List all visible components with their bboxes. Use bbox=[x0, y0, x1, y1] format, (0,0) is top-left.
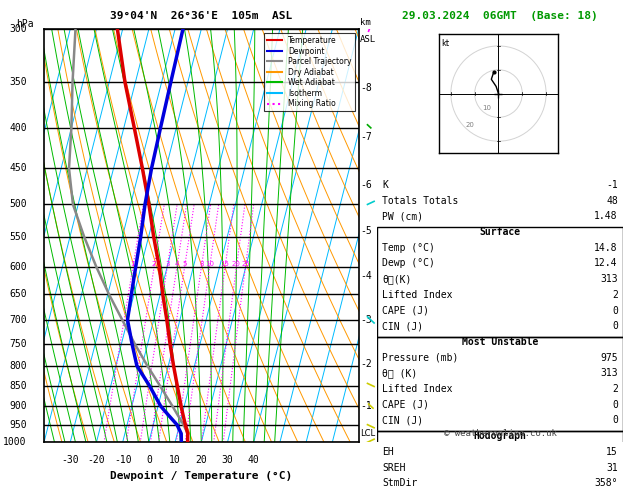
Text: 500: 500 bbox=[9, 199, 26, 209]
Text: Surface: Surface bbox=[479, 227, 521, 237]
Text: 40: 40 bbox=[248, 455, 260, 465]
Text: -3: -3 bbox=[360, 315, 372, 326]
Text: 800: 800 bbox=[9, 361, 26, 371]
Text: 975: 975 bbox=[600, 353, 618, 363]
Text: 950: 950 bbox=[9, 419, 26, 430]
Text: 10: 10 bbox=[482, 105, 491, 111]
Text: 20: 20 bbox=[465, 122, 474, 128]
Text: EH: EH bbox=[382, 447, 394, 457]
Text: 300: 300 bbox=[9, 24, 26, 34]
Text: StmDir: StmDir bbox=[382, 478, 418, 486]
Text: LCL: LCL bbox=[360, 429, 376, 438]
Text: 8: 8 bbox=[199, 261, 204, 267]
Text: -4: -4 bbox=[360, 271, 372, 281]
Text: 10: 10 bbox=[205, 261, 214, 267]
Text: 2: 2 bbox=[152, 261, 157, 267]
Text: 450: 450 bbox=[9, 163, 26, 174]
Text: Temp (°C): Temp (°C) bbox=[382, 243, 435, 253]
Text: ASL: ASL bbox=[360, 35, 376, 44]
Text: 2: 2 bbox=[612, 384, 618, 394]
Text: kt: kt bbox=[442, 39, 450, 48]
Text: 1: 1 bbox=[131, 261, 135, 267]
Text: 0: 0 bbox=[612, 416, 618, 425]
Text: 400: 400 bbox=[9, 123, 26, 133]
Text: 5: 5 bbox=[182, 261, 187, 267]
Text: 2: 2 bbox=[612, 290, 618, 300]
Text: 350: 350 bbox=[9, 77, 26, 87]
Text: 850: 850 bbox=[9, 382, 26, 392]
Text: 0: 0 bbox=[146, 455, 152, 465]
Text: 14.8: 14.8 bbox=[594, 243, 618, 253]
Text: 1000: 1000 bbox=[3, 437, 26, 447]
Text: -7: -7 bbox=[360, 132, 372, 142]
Text: -6: -6 bbox=[360, 179, 372, 190]
Text: 10: 10 bbox=[169, 455, 181, 465]
Text: 0: 0 bbox=[612, 306, 618, 315]
Text: CAPE (J): CAPE (J) bbox=[382, 306, 430, 315]
Text: θᴇ(K): θᴇ(K) bbox=[382, 274, 412, 284]
Text: -1: -1 bbox=[606, 180, 618, 190]
Text: 313: 313 bbox=[600, 368, 618, 378]
Text: CIN (J): CIN (J) bbox=[382, 416, 423, 425]
Text: 25: 25 bbox=[241, 261, 250, 267]
Legend: Temperature, Dewpoint, Parcel Trajectory, Dry Adiabat, Wet Adiabat, Isotherm, Mi: Temperature, Dewpoint, Parcel Trajectory… bbox=[264, 33, 355, 111]
Text: 1.48: 1.48 bbox=[594, 211, 618, 221]
Text: 4: 4 bbox=[175, 261, 179, 267]
Text: -30: -30 bbox=[62, 455, 79, 465]
Text: 31: 31 bbox=[606, 463, 618, 472]
Text: Totals Totals: Totals Totals bbox=[382, 196, 459, 206]
Text: -2: -2 bbox=[360, 359, 372, 368]
Text: 12.4: 12.4 bbox=[594, 259, 618, 268]
Text: Dewp (°C): Dewp (°C) bbox=[382, 259, 435, 268]
Text: 3: 3 bbox=[165, 261, 170, 267]
Text: 15: 15 bbox=[221, 261, 230, 267]
Text: -10: -10 bbox=[114, 455, 131, 465]
Text: Most Unstable: Most Unstable bbox=[462, 337, 538, 347]
Text: Dewpoint / Temperature (°C): Dewpoint / Temperature (°C) bbox=[110, 471, 292, 481]
Text: 700: 700 bbox=[9, 315, 26, 325]
Text: SREH: SREH bbox=[382, 463, 406, 472]
Text: Hodograph: Hodograph bbox=[474, 431, 526, 441]
Text: θᴇ (K): θᴇ (K) bbox=[382, 368, 418, 378]
Text: 20: 20 bbox=[196, 455, 207, 465]
Text: 313: 313 bbox=[600, 274, 618, 284]
Text: 650: 650 bbox=[9, 290, 26, 299]
Text: 550: 550 bbox=[9, 232, 26, 242]
Text: CAPE (J): CAPE (J) bbox=[382, 399, 430, 410]
Text: 0: 0 bbox=[612, 399, 618, 410]
Text: 30: 30 bbox=[221, 455, 233, 465]
Text: 29.03.2024  06GMT  (Base: 18): 29.03.2024 06GMT (Base: 18) bbox=[402, 11, 598, 21]
Text: 39°04'N  26°36'E  105m  ASL: 39°04'N 26°36'E 105m ASL bbox=[110, 11, 292, 21]
Text: -1: -1 bbox=[360, 400, 372, 411]
Text: 15: 15 bbox=[606, 447, 618, 457]
Text: 20: 20 bbox=[232, 261, 241, 267]
Text: 358°: 358° bbox=[594, 478, 618, 486]
Text: -5: -5 bbox=[360, 226, 372, 236]
Text: -20: -20 bbox=[87, 455, 105, 465]
Text: K: K bbox=[382, 180, 388, 190]
Text: hPa: hPa bbox=[16, 19, 33, 29]
Text: © weatheronline.co.uk: © weatheronline.co.uk bbox=[443, 429, 557, 438]
Text: 750: 750 bbox=[9, 339, 26, 348]
Text: -8: -8 bbox=[360, 83, 372, 93]
Text: 600: 600 bbox=[9, 262, 26, 272]
Text: 900: 900 bbox=[9, 401, 26, 411]
Text: Pressure (mb): Pressure (mb) bbox=[382, 353, 459, 363]
Text: km: km bbox=[360, 18, 371, 27]
Text: CIN (J): CIN (J) bbox=[382, 321, 423, 331]
Text: PW (cm): PW (cm) bbox=[382, 211, 423, 221]
Text: Lifted Index: Lifted Index bbox=[382, 290, 453, 300]
Text: 0: 0 bbox=[612, 321, 618, 331]
Text: 48: 48 bbox=[606, 196, 618, 206]
Text: Lifted Index: Lifted Index bbox=[382, 384, 453, 394]
